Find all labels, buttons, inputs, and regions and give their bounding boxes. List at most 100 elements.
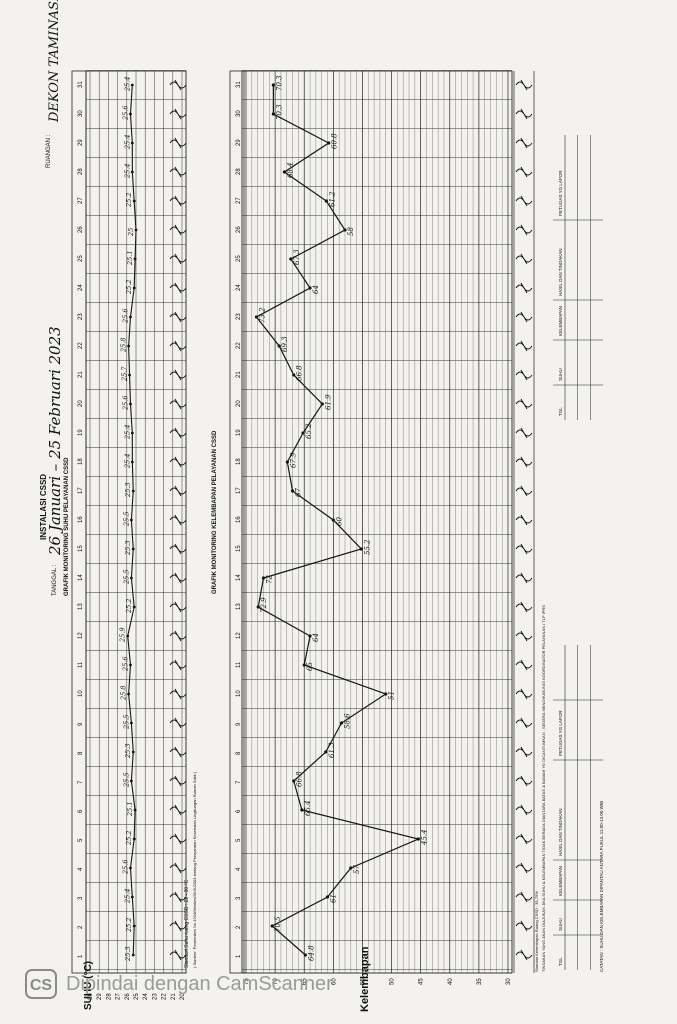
day-label-temp: 12 (78, 632, 84, 639)
action-table-lower (553, 645, 603, 970)
temperature-data-label: 25.2 (125, 280, 133, 295)
temp-paraf-mark (169, 224, 187, 236)
day-label-humidity: 17 (236, 487, 242, 494)
humidity-point (289, 257, 293, 261)
day-label-humidity: 6 (236, 809, 242, 813)
day-label-humidity: 22 (236, 342, 242, 349)
humidity-data-label: 51 (388, 691, 396, 700)
day-label-temp: 10 (78, 690, 84, 697)
temperature-point (129, 402, 132, 406)
day-label-temp: 5 (78, 838, 84, 842)
temperature-point (132, 605, 136, 609)
action-table-header: PETUGAS YG LAPOR (558, 170, 563, 216)
day-label-temp: 3 (78, 896, 84, 900)
date-label: TANGGAL : (52, 564, 58, 596)
action-table-header: KELEMBAPAN (558, 866, 563, 896)
temperature-data-label: 25.6 (121, 106, 129, 121)
temp-paraf-mark (169, 688, 187, 700)
temperature-point (132, 199, 136, 203)
temp-paraf-mark (169, 920, 187, 932)
day-label-humidity: 1 (236, 954, 242, 958)
humidity-point (308, 286, 312, 290)
humidity-paraf-mark (515, 862, 533, 874)
temperature-point (131, 489, 135, 493)
day-label-temp: 28 (78, 168, 84, 175)
day-label-temp: 9 (78, 722, 84, 726)
humidity-grid-frame (241, 70, 513, 974)
humidity-data-label: 70.5 (274, 916, 282, 932)
humidity-paraf-mark (515, 108, 533, 120)
temp-standard-note: Standart Suhu ruang CSSD : 22 - 30 °C (184, 879, 190, 968)
camscanner-logo: CS (25, 969, 57, 999)
temperature-data-label: 25.3 (124, 744, 132, 759)
humidity-data-label: 61.9 (324, 394, 332, 410)
humidity-tick-label: 75 (244, 978, 250, 985)
temp-tick-label: 23 (152, 993, 158, 1000)
temperature-data-label: 25.5 (122, 570, 130, 585)
humidity-paraf-mark (515, 137, 533, 149)
temperature-data-label: 25.3 (124, 947, 132, 962)
humidity-paraf-mark (515, 456, 533, 468)
temp-paraf-mark (169, 137, 187, 149)
humidity-data-label: 58 (347, 227, 355, 236)
humidity-paraf-mark (515, 920, 533, 932)
temp-paraf-mark (169, 485, 187, 497)
humidity-data-label: 55.2 (363, 539, 371, 555)
humidity-data-label: 70.3 (275, 75, 283, 91)
humidity-point (277, 344, 281, 348)
humidity-data-label: 65.4 (304, 800, 312, 816)
temperature-point (130, 518, 133, 522)
temp-tick-label: 27 (116, 993, 122, 1000)
temperature-point (128, 373, 131, 377)
day-label-humidity: 7 (236, 780, 242, 784)
temperature-data-label: 25.6 (121, 860, 129, 875)
footer-note: CATATAN : SUHU DAN KELEMBAPAN DIPANTAU A… (599, 800, 604, 972)
day-label-temp: 18 (78, 458, 84, 465)
day-label-humidity: 30 (236, 110, 242, 117)
temp-tick-label: 29 (97, 993, 103, 1000)
temperature-point (130, 460, 134, 464)
humidity-data-label: 61.2 (328, 191, 336, 207)
temp-paraf-mark (169, 253, 187, 265)
humidity-data-label: 60.8 (331, 133, 339, 149)
temp-paraf-mark (169, 746, 187, 758)
humidity-point (303, 953, 307, 957)
humidity-data-label: 61.3 (328, 742, 336, 758)
temperature-data-label: 25.4 (123, 164, 131, 179)
temp-paraf-mark (169, 949, 187, 961)
temp-paraf-mark (169, 427, 187, 439)
humidity-tick-label: 30 (506, 978, 512, 985)
humidity-paraf-mark (515, 224, 533, 236)
humidity-paraf-mark (515, 311, 533, 323)
humidity-paraf-mark (515, 485, 533, 497)
day-label-temp: 24 (78, 284, 84, 291)
temp-tick-label: 30 (88, 993, 94, 1000)
action-table-header: TGL (558, 407, 563, 416)
humidity-tick-label: 45 (419, 978, 425, 985)
temp-paraf-mark (169, 195, 187, 207)
temp-paraf-mark (169, 630, 187, 642)
temperature-data-label: 25.2 (125, 193, 133, 208)
temperature-point (133, 808, 137, 812)
day-label-temp: 6 (78, 809, 84, 813)
humidity-point (324, 199, 328, 203)
temperature-point (132, 286, 136, 290)
temp-paraf-mark (169, 775, 187, 787)
humidity-chart-title: GRAFIK MONITORING KELEMBAPAN PELAYANAN C… (212, 430, 218, 594)
humidity-standard-note: Standart Kelembapan Ruang CSSD : 35-75% (534, 891, 539, 972)
temperature-point (134, 228, 138, 232)
day-label-temp: 1 (78, 954, 84, 958)
temperature-data-label: 25.3 (124, 483, 132, 498)
humidity-paraf-mark (515, 543, 533, 555)
day-label-humidity: 23 (236, 313, 242, 320)
humidity-paraf-mark (515, 514, 533, 526)
day-label-temp: 14 (78, 574, 84, 581)
humidity-point (416, 837, 420, 841)
day-label-temp: 15 (78, 545, 84, 552)
humidity-point (261, 576, 266, 580)
day-label-humidity: 14 (236, 574, 242, 581)
humidity-paraf-mark (515, 659, 533, 671)
temperature-data-label: 25 (127, 228, 135, 237)
camscanner-watermark: Dipindai dengan CamScanner (66, 973, 333, 995)
